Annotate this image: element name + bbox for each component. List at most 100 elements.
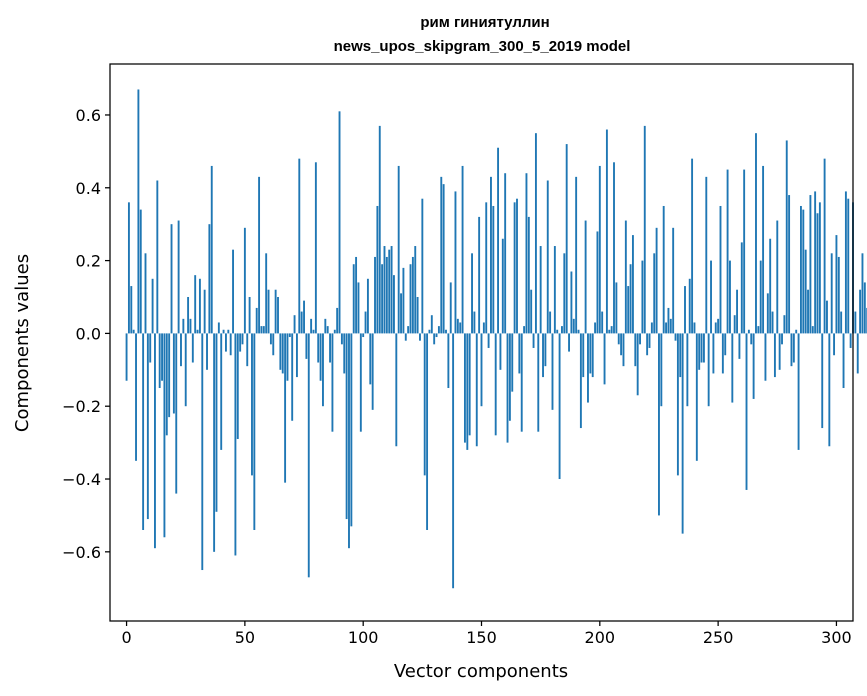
bar	[714, 322, 717, 334]
bar	[830, 253, 833, 334]
bar	[695, 333, 698, 461]
bar	[210, 165, 213, 334]
bar	[766, 293, 769, 334]
x-tick-label: 0	[121, 628, 131, 647]
bar	[511, 333, 514, 392]
bar	[348, 333, 350, 549]
bar	[643, 125, 646, 334]
bar	[672, 227, 675, 334]
bar	[385, 256, 388, 334]
bar	[712, 333, 715, 374]
bar	[816, 213, 819, 334]
bar	[411, 256, 414, 334]
y-tick-label: −0.6	[62, 543, 101, 562]
bar	[620, 333, 623, 356]
bar	[568, 333, 570, 352]
bar	[508, 333, 511, 421]
bar	[397, 165, 400, 334]
bar	[861, 253, 864, 334]
bar	[345, 333, 348, 520]
bar	[544, 333, 547, 367]
bar	[518, 333, 521, 374]
bar	[729, 260, 731, 334]
bar	[707, 333, 710, 407]
bar	[277, 296, 279, 334]
bar	[225, 333, 227, 352]
bar	[570, 271, 573, 334]
bar	[194, 275, 197, 334]
bar	[710, 260, 712, 334]
bar	[788, 195, 791, 334]
bar	[445, 329, 447, 334]
bar	[497, 147, 500, 334]
bar	[802, 209, 805, 334]
bar	[539, 246, 542, 334]
bar	[456, 318, 459, 334]
bar	[575, 176, 578, 334]
bar	[807, 289, 809, 334]
bar	[764, 333, 767, 381]
bar	[698, 333, 701, 370]
bar	[362, 333, 365, 338]
bar	[234, 333, 237, 556]
bar	[307, 333, 310, 578]
bar	[757, 326, 760, 334]
bar	[468, 333, 471, 436]
bar	[371, 333, 374, 410]
bar	[565, 144, 568, 334]
bar	[478, 216, 481, 334]
bar	[130, 286, 133, 334]
bar	[724, 333, 727, 356]
bar	[591, 333, 594, 378]
bar	[693, 322, 696, 334]
bar	[705, 176, 708, 334]
bar	[359, 333, 362, 432]
x-tick-label: 100	[348, 628, 379, 647]
bar	[149, 333, 152, 363]
bar	[203, 289, 206, 334]
bar	[222, 329, 225, 334]
bar	[430, 315, 433, 334]
bar	[679, 333, 682, 378]
bar	[534, 133, 537, 334]
bar	[312, 329, 315, 334]
bar	[314, 162, 317, 334]
bar	[646, 333, 649, 356]
bar	[295, 333, 298, 378]
bar	[127, 202, 130, 334]
bar	[196, 329, 199, 334]
bar	[175, 333, 178, 494]
bar	[487, 333, 490, 348]
bar	[329, 333, 331, 363]
bar	[459, 322, 462, 334]
bar	[201, 333, 204, 571]
bar	[298, 158, 301, 334]
bar	[762, 165, 765, 334]
bar	[740, 242, 743, 334]
bar	[863, 282, 866, 334]
bar	[303, 300, 305, 334]
bar	[615, 282, 618, 334]
bar	[662, 205, 665, 334]
bar	[490, 176, 492, 334]
bar	[719, 205, 722, 334]
bar	[281, 333, 284, 374]
bar	[549, 311, 552, 334]
bar	[428, 329, 431, 334]
bar	[151, 278, 154, 334]
y-tick-label: −0.4	[62, 470, 101, 489]
bar	[404, 333, 407, 341]
bar	[752, 333, 755, 399]
bar	[674, 333, 677, 341]
bar	[239, 333, 242, 352]
bar	[310, 318, 313, 334]
bar	[587, 333, 589, 403]
bar	[475, 333, 478, 447]
bar	[135, 333, 137, 461]
bar	[272, 333, 275, 356]
bar	[366, 278, 369, 334]
y-tick-label: 0.2	[76, 252, 101, 271]
bar	[137, 89, 140, 334]
bar	[731, 333, 734, 403]
bar	[414, 246, 417, 334]
